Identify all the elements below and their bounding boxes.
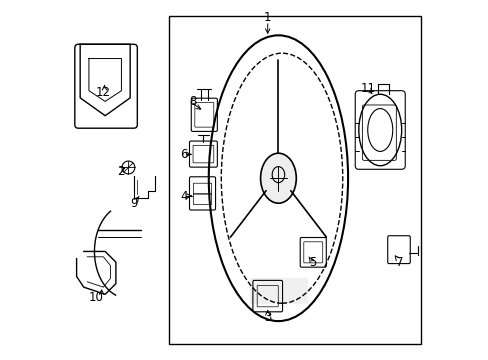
Text: 11: 11 — [360, 82, 374, 95]
Bar — [169, 16, 421, 344]
Text: 6: 6 — [180, 148, 187, 161]
Ellipse shape — [260, 153, 296, 203]
Text: 7: 7 — [395, 256, 403, 269]
Text: 10: 10 — [89, 291, 103, 305]
Text: 1: 1 — [264, 11, 271, 24]
Text: 12: 12 — [96, 86, 111, 99]
Text: 9: 9 — [130, 197, 137, 210]
Text: 5: 5 — [308, 256, 315, 269]
Text: 2: 2 — [117, 165, 125, 177]
Text: 4: 4 — [180, 190, 187, 203]
Text: 3: 3 — [264, 311, 271, 324]
Text: 8: 8 — [189, 95, 196, 108]
